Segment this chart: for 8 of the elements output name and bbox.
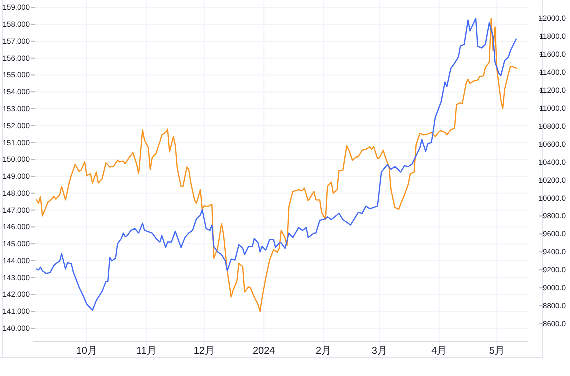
x-tick-label: 2024 — [253, 346, 276, 357]
x-tick-label: 4月 — [432, 346, 448, 357]
x-tick-label: 10月 — [76, 346, 98, 357]
x-tick-label: 12月 — [194, 346, 215, 357]
x-tick-label: 11月 — [136, 346, 157, 357]
x-tick-label: 5月 — [489, 346, 505, 357]
x-tick-label: 3月 — [372, 346, 388, 357]
x-tick-label: 2月 — [316, 346, 332, 357]
